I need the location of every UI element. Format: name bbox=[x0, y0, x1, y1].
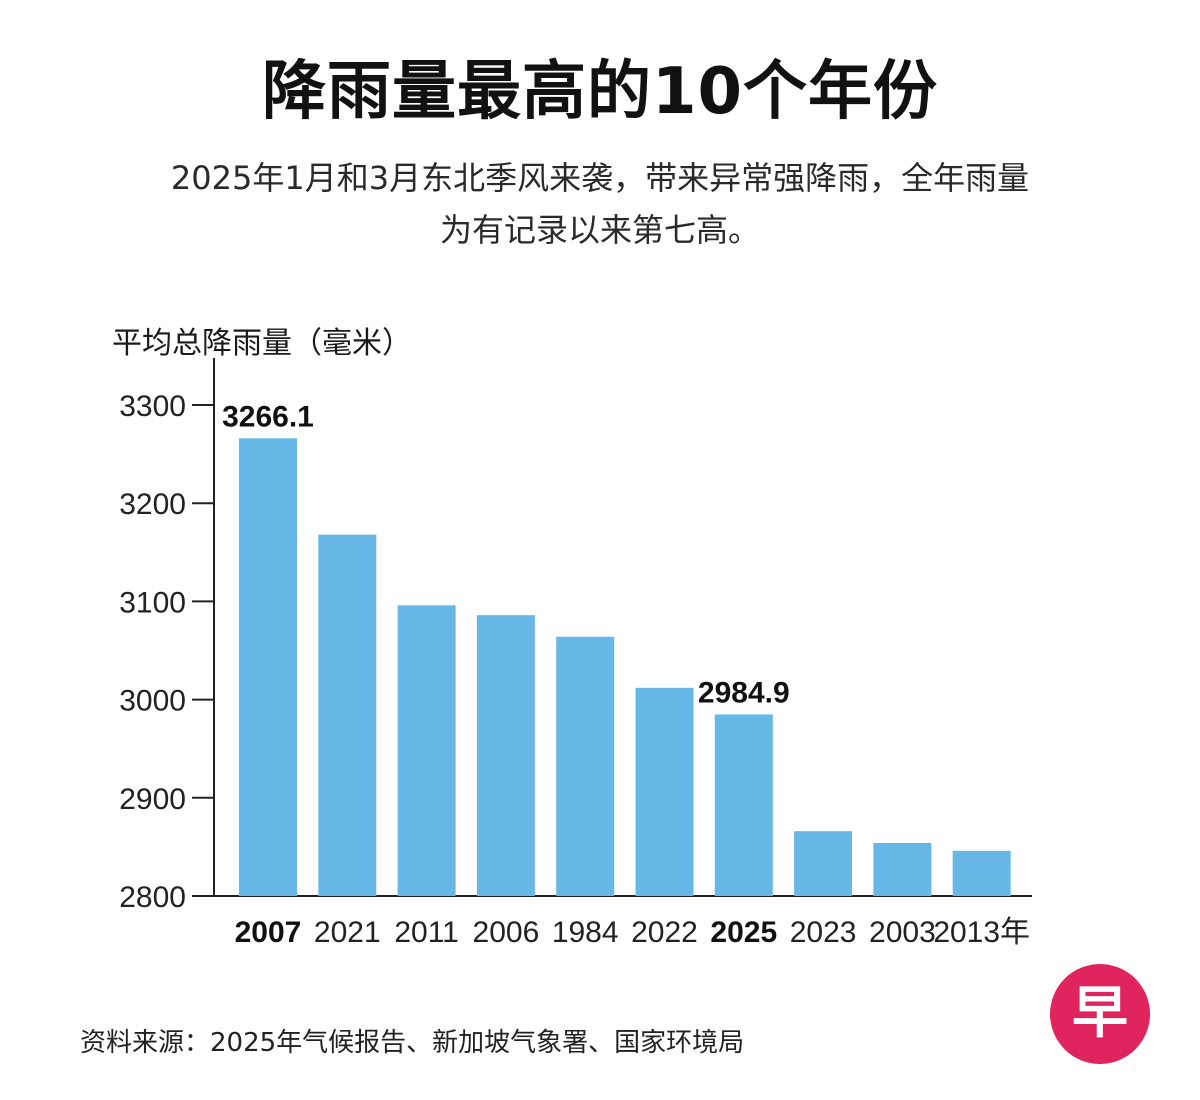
x-tick-label: 2023 bbox=[790, 916, 857, 949]
x-tick-label: 2021 bbox=[314, 916, 381, 949]
y-tick-label: 2900 bbox=[119, 783, 186, 816]
bar-1984 bbox=[556, 636, 615, 896]
source-note: 资料来源：2025年气候报告、新加坡气象署、国家环境局 bbox=[80, 1028, 745, 1058]
x-tick-label: 2003 bbox=[869, 916, 936, 949]
logo-text: 早 bbox=[1072, 981, 1128, 1046]
bar-2021 bbox=[318, 534, 377, 896]
bar-2006 bbox=[476, 615, 535, 896]
y-tick-label: 3000 bbox=[119, 685, 186, 718]
y-axis-label: 平均总降雨量（毫米） bbox=[112, 326, 412, 361]
labels: 2007 2021 2011 2006 1984 2022 2025 2023 20032013… bbox=[222, 400, 1030, 949]
y-tick-label: 3200 bbox=[119, 488, 186, 521]
chart-title: 降雨量最高的10个年份 bbox=[261, 55, 939, 129]
bar-2003 bbox=[873, 842, 932, 896]
x-tick-label: 2013年 bbox=[933, 916, 1030, 949]
bar-2011 bbox=[397, 605, 456, 896]
bar-2013年 bbox=[952, 850, 1011, 896]
x-tick-label: 2025 bbox=[710, 916, 777, 949]
bar-2007 bbox=[239, 438, 297, 896]
x-tick-label: 1984 bbox=[552, 916, 619, 949]
x-tick-label: 2011 bbox=[394, 916, 459, 949]
data-label-2025: 2984.9 bbox=[698, 676, 790, 709]
x-tick-label: 2022 bbox=[631, 916, 698, 949]
x-tick-label: 2007 bbox=[235, 916, 302, 949]
y-tick-label: 2800 bbox=[119, 881, 186, 914]
bar-2025 bbox=[714, 714, 773, 896]
zaobao-logo[interactable]: 早 bbox=[1048, 962, 1152, 1066]
data-label-2007: 3266.1 bbox=[222, 400, 314, 433]
bars bbox=[239, 438, 1011, 896]
bar-2022 bbox=[635, 687, 694, 896]
logo-circle bbox=[1050, 964, 1150, 1064]
y-tick-label: 3100 bbox=[119, 586, 186, 619]
x-tick-label: 2006 bbox=[473, 916, 540, 949]
bar-2023 bbox=[794, 831, 853, 896]
y-tick-label: 3300 bbox=[119, 390, 186, 423]
chart-subtitle: 2025年1月和3月东北季风来袭，带来异常强降雨，全年雨量为有记录以来第七高。 bbox=[170, 159, 1030, 249]
